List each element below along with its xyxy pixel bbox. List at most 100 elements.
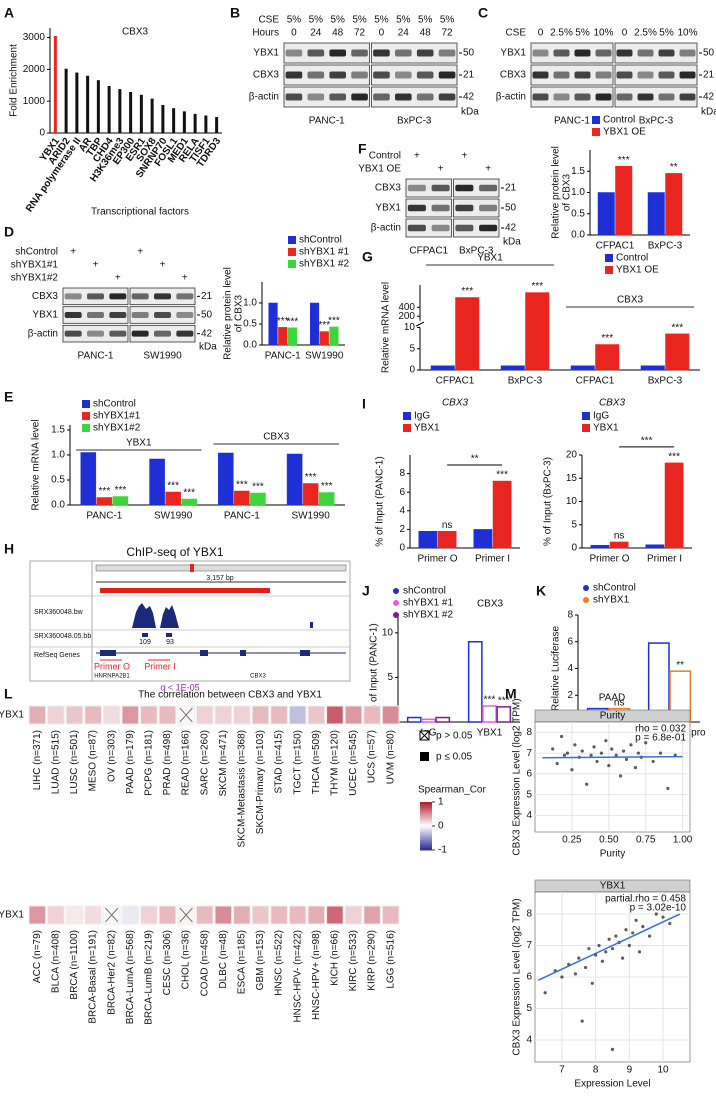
marker-unit: kDa (461, 107, 479, 118)
marker-label: 21 (463, 70, 475, 81)
axis-break (415, 321, 425, 327)
marker-unit: kDa (701, 107, 716, 118)
blot-band (176, 312, 194, 318)
legend-label: shYBX1 #1 (299, 247, 349, 258)
ideogram (95, 564, 347, 572)
marker-unit: kDa (503, 237, 521, 248)
x-tick-label: PANC-1 (224, 511, 260, 522)
blot-band (395, 71, 412, 79)
panel-letter: I (362, 396, 366, 412)
blot-lane-label: 5% (418, 15, 433, 26)
point (614, 753, 618, 757)
blot-lane-label: + (485, 164, 491, 175)
cancer-label: READ (n=166) (181, 730, 192, 795)
significance: *** (277, 316, 289, 327)
blot-lane-label: + (93, 260, 99, 271)
significance: *** (318, 320, 330, 331)
blot-frame (283, 86, 370, 108)
y-tick-label: 1.0 (243, 298, 257, 309)
point (666, 786, 670, 791)
point (631, 931, 635, 935)
x-tick-label: 9 (627, 1065, 633, 1076)
point (583, 965, 588, 970)
blot-frame (405, 198, 452, 218)
x-tick-label: 0.50 (599, 835, 619, 846)
y-tick-label: 2 (399, 524, 405, 535)
legend-swatch (592, 116, 600, 124)
bar (64, 68, 68, 133)
blot-lane-label: + (438, 164, 444, 175)
legend-swatch (582, 424, 590, 432)
heat-cell (140, 905, 158, 925)
blot-band (616, 71, 633, 79)
point (580, 749, 584, 753)
blot-band (351, 71, 368, 79)
x-axis-label: Purity (600, 849, 626, 860)
legend-swatch (288, 260, 296, 268)
bar (595, 344, 620, 371)
blot-band (553, 71, 570, 79)
blot-lane-label: + (115, 273, 121, 284)
y-tick-label: 10 (404, 322, 416, 333)
blot-frame (371, 86, 458, 108)
marker-label: 42 (505, 223, 517, 234)
point (600, 959, 604, 963)
blot-row-label: YBX1 (32, 310, 58, 321)
blot-lane-label: 0 (538, 28, 544, 39)
significance: *** (236, 480, 248, 491)
bar (172, 108, 176, 133)
group-label: YBX1 (477, 253, 503, 264)
bar (525, 292, 550, 371)
heat-cell (344, 705, 363, 725)
blot-band (351, 93, 368, 101)
bar (165, 491, 181, 506)
blot-group-label: CFPAC1 (409, 246, 448, 257)
y-tick-label: 4 (399, 505, 405, 516)
y-tick-label: 2000 (23, 64, 46, 75)
blot-band (87, 330, 104, 337)
heat-cell (381, 705, 400, 725)
bar (80, 452, 97, 506)
bar (112, 496, 129, 506)
primer-label: Primer O (94, 661, 130, 671)
y-tick-label: 4 (526, 810, 532, 821)
heat-cell (381, 905, 400, 925)
point (587, 947, 591, 951)
colorbar-step (420, 834, 432, 837)
blot-band (407, 224, 426, 232)
cancer-label: TGCT (n=150) (292, 730, 303, 795)
point (555, 761, 559, 766)
significance: *** (328, 316, 340, 327)
bar (215, 117, 219, 133)
blot-band (658, 49, 675, 57)
blot-header-label: CSE (258, 15, 279, 26)
cancer-label: HNSC-HPV+ (n=98) (311, 930, 322, 1020)
y-tick-label: 6 (526, 769, 532, 780)
point (614, 934, 618, 938)
significance: *** (618, 155, 630, 166)
colorbar-step (420, 826, 432, 829)
blot-band (431, 204, 450, 212)
point (590, 981, 594, 985)
point (641, 925, 645, 929)
y-tick-label: 10 (382, 627, 394, 638)
heat-cell (233, 705, 251, 725)
legend-label: IgG (593, 411, 609, 422)
y-tick-label: 7 (526, 940, 532, 951)
colorbar-step (420, 804, 432, 807)
y-axis-label: CBX3 Expression Level (log2 TPM) (512, 898, 523, 1055)
bar (645, 544, 665, 549)
significance: *** (183, 488, 195, 499)
y-tick-label: 15 (566, 473, 578, 484)
blot-band (637, 71, 654, 79)
point (595, 759, 599, 764)
bar (435, 716, 451, 723)
blot-band (479, 224, 498, 232)
point (658, 751, 663, 755)
y-tick-label: 10 (566, 496, 578, 507)
point (560, 975, 564, 979)
marker-label: 50 (505, 203, 517, 214)
x-tick-label: Primer I (647, 554, 682, 565)
fit-line (538, 913, 681, 981)
chart-title: CBX3 (599, 398, 626, 409)
